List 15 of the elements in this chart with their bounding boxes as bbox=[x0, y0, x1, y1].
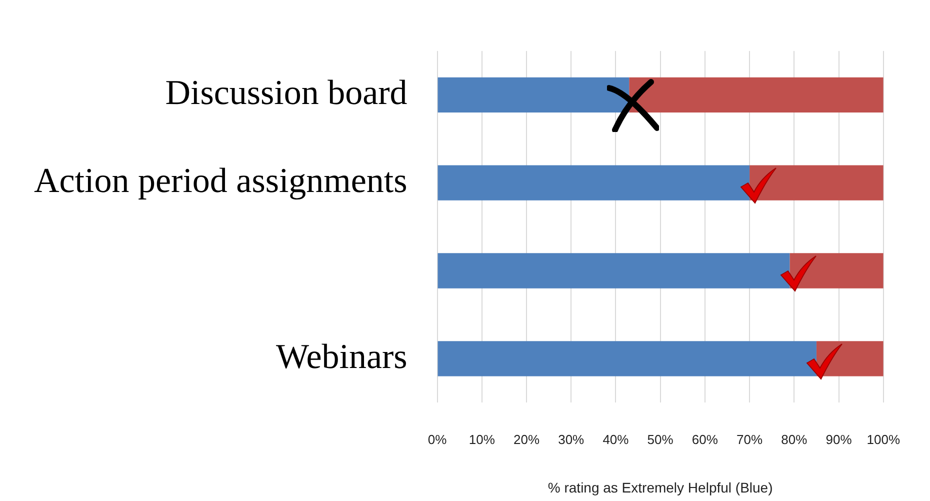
x-tick-label: 20% bbox=[513, 432, 540, 447]
y-tick-label: Discussion board bbox=[165, 73, 408, 112]
x-tick-label: 80% bbox=[781, 432, 808, 447]
x-tick-label: 70% bbox=[736, 432, 763, 447]
x-tick-label: 60% bbox=[692, 432, 718, 447]
x-tick-label: 90% bbox=[826, 432, 852, 447]
x-tick-label: 50% bbox=[647, 432, 674, 447]
x-tick-label: 0% bbox=[428, 432, 448, 447]
x-tick-label: 40% bbox=[602, 432, 630, 447]
x-tick-label: 10% bbox=[468, 432, 496, 447]
x-axis-title: % rating as Extremely Helpful (Blue) bbox=[548, 479, 773, 496]
y-tick-label: Webinars bbox=[276, 336, 408, 376]
y-tick-label: Action period assignments bbox=[34, 161, 408, 200]
x-tick-label: 100% bbox=[866, 432, 900, 447]
x-tick-label: 30% bbox=[558, 432, 585, 447]
